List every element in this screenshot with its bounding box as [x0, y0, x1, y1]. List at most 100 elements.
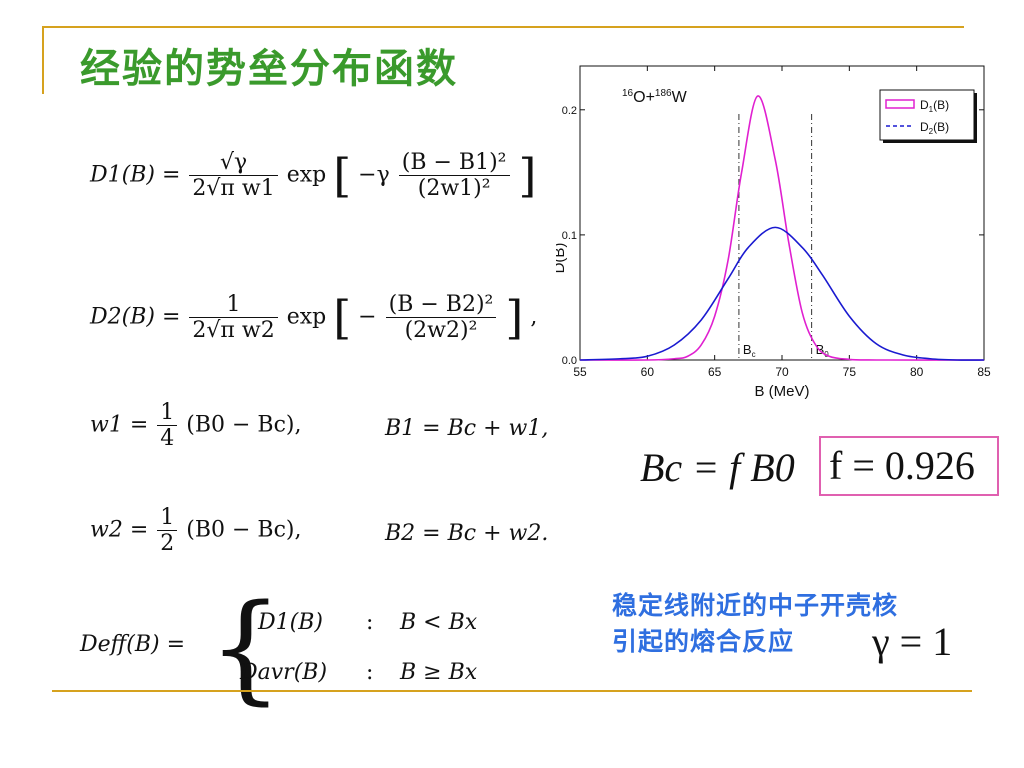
w1-numerator: 1 — [157, 400, 178, 426]
deff-case1-sep: : — [366, 610, 373, 635]
deff-case1-condition: B < Bx — [400, 610, 478, 635]
d1-denominator: 2√π w1 — [192, 176, 275, 201]
x-tick-label: 65 — [708, 365, 722, 379]
series-line-2 — [579, 226, 985, 361]
title-rule-left — [42, 26, 44, 94]
deff-case2-cond: B ≥ Bx — [400, 660, 477, 685]
d2-denominator: 2√π w2 — [192, 318, 275, 343]
note-line-2: 引起的熔合反应 — [612, 627, 795, 656]
x-tick-label: 80 — [910, 365, 924, 379]
deff-brace: { — [208, 578, 284, 716]
fusion-note: 稳定线附近的中子开壳核 引起的熔合反应 — [612, 588, 898, 660]
deff-case1-function: D1(B) — [258, 610, 323, 635]
d2-lhs: D2(B) = — [90, 304, 181, 330]
x-axis-label: B (MeV) — [754, 383, 809, 400]
reaction-superscript: 16 — [622, 88, 634, 99]
reaction-text: O+ — [633, 89, 655, 106]
f-value-box: f = 0.926 — [819, 436, 999, 496]
b2-text: B2 = Bc + w2. — [385, 521, 549, 546]
d2-numerator: 1 — [189, 292, 278, 318]
d2-tail: , — [530, 304, 538, 330]
d1-bracket-open: [ — [333, 148, 352, 203]
w2-denominator: 2 — [160, 531, 175, 556]
deff-case1-cond: B < Bx — [400, 610, 477, 635]
equation-d2: D2(B) = 1 2√π w2 exp [ − (B − B2)² (2w2)… — [90, 292, 537, 343]
legend-label-rest: (B) — [933, 98, 949, 112]
reaction-superscript: 186 — [655, 88, 672, 99]
x-tick-label: 85 — [977, 365, 991, 379]
w1-fraction: 1 4 — [157, 400, 178, 451]
d1-exp: exp — [286, 162, 327, 188]
bc-formula: Bc = f B0 — [640, 445, 795, 490]
w1-lhs: w1 = — [90, 412, 149, 438]
b1-text: B1 = Bc + w1, — [385, 416, 549, 441]
legend-swatch-d1 — [885, 99, 915, 109]
y-tick-label: 0.0 — [562, 355, 577, 367]
deff-case2-sep: : — [366, 660, 373, 685]
reaction-text: W — [672, 89, 688, 106]
vline-label: Bc — [743, 342, 756, 359]
w2-fraction: 1 2 — [157, 505, 178, 556]
legend-label-2: D2(B) — [920, 120, 949, 136]
deff-case2-separator: : — [366, 660, 374, 685]
d2-inner-denominator: (2w2)² — [404, 318, 478, 343]
legend-label-1: D1(B) — [920, 98, 949, 114]
equation-d1: D1(B) = √γ 2√π w1 exp [ −γ (B − B1)² (2w… — [90, 150, 536, 201]
legend-label-base: D — [920, 120, 929, 134]
x-tick-label: 75 — [843, 365, 857, 379]
legend-box — [879, 89, 975, 141]
d1-fraction: √γ 2√π w1 — [189, 150, 278, 201]
deff-case2-function: Davr(B) — [240, 660, 328, 685]
vline-label-subscript: c — [752, 350, 756, 359]
equation-deff-lhs: Deff(B) = — [80, 632, 185, 657]
deff-lhs-text: Deff(B) = — [80, 632, 186, 657]
d2-fraction: 1 2√π w2 — [189, 292, 278, 343]
note-line-1: 稳定线附近的中子开壳核 — [612, 591, 899, 620]
deff-case2: Davr(B) — [240, 660, 327, 685]
y-tick-label: 0.1 — [562, 230, 577, 242]
x-tick-label: 70 — [775, 365, 789, 379]
d2-bracket-open: [ — [333, 290, 352, 345]
x-tick-label: 60 — [641, 365, 655, 379]
bottom-rule — [52, 690, 972, 692]
gamma-value: γ = 1 — [872, 619, 953, 664]
slide-title: 经验的势垒分布函数 — [80, 46, 458, 92]
y-tick-label: 0.2 — [562, 105, 577, 117]
d1-lhs: D1(B) = — [90, 162, 181, 188]
d1-inner-prefix: −γ — [358, 162, 390, 188]
d2-exp: exp — [286, 304, 327, 330]
legend-label-subscript: 1 — [929, 105, 934, 114]
equation-b2: B2 = Bc + w2. — [385, 521, 548, 546]
w2-rhs: (B0 − Bc), — [186, 517, 302, 543]
d2-inner-fraction: (B − B2)² (2w2)² — [385, 292, 497, 343]
vline-label-base: B — [743, 342, 752, 357]
w2-lhs: w2 = — [90, 517, 149, 543]
deff-case2-condition: B ≥ Bx — [400, 660, 478, 685]
d1-numerator: √γ — [189, 150, 278, 176]
equation-w2: w2 = 1 2 (B0 − Bc), — [90, 505, 302, 556]
deff-case1-separator: : — [366, 610, 374, 635]
d1-inner-numerator: (B − B1)² — [398, 150, 510, 176]
d2-bracket-close: ] — [505, 290, 524, 345]
chart-svg: 55 60 65 70 75 80 850.00.10.2B (MeV)D(B)16O+18… — [551, 65, 991, 400]
d2-inner-prefix: − — [358, 304, 377, 330]
chart-layer: 55 60 65 70 75 80 850.00.10.2B (MeV)D(B)16O+18… — [551, 65, 991, 400]
legend-label-rest: (B) — [933, 120, 949, 134]
legend-label-base: D — [920, 98, 929, 112]
y-axis-label: D(B) — [556, 243, 568, 274]
equation-b1: B1 = Bc + w1, — [385, 416, 548, 441]
barrier-distribution-chart: 55 60 65 70 75 80 85 0.0 0.1 0.2 B (MeV) D(B) 16O+18… — [551, 58, 996, 418]
equation-w1: w1 = 1 4 (B0 − Bc), — [90, 400, 302, 451]
reaction-label: 16O+186W — [622, 88, 688, 106]
w2-numerator: 1 — [157, 505, 178, 531]
d2-inner-numerator: (B − B2)² — [385, 292, 497, 318]
d1-inner-fraction: (B − B1)² (2w1)² — [398, 150, 510, 201]
vline-label: B0 — [816, 342, 830, 359]
w1-rhs: (B0 − Bc), — [186, 412, 302, 438]
d1-inner-denominator: (2w1)² — [417, 176, 491, 201]
deff-case1: D1(B) — [258, 610, 323, 635]
title-rule-top — [42, 26, 964, 28]
d1-bracket-close: ] — [518, 148, 537, 203]
series-line-1 — [579, 95, 985, 361]
w1-denominator: 4 — [160, 426, 175, 451]
